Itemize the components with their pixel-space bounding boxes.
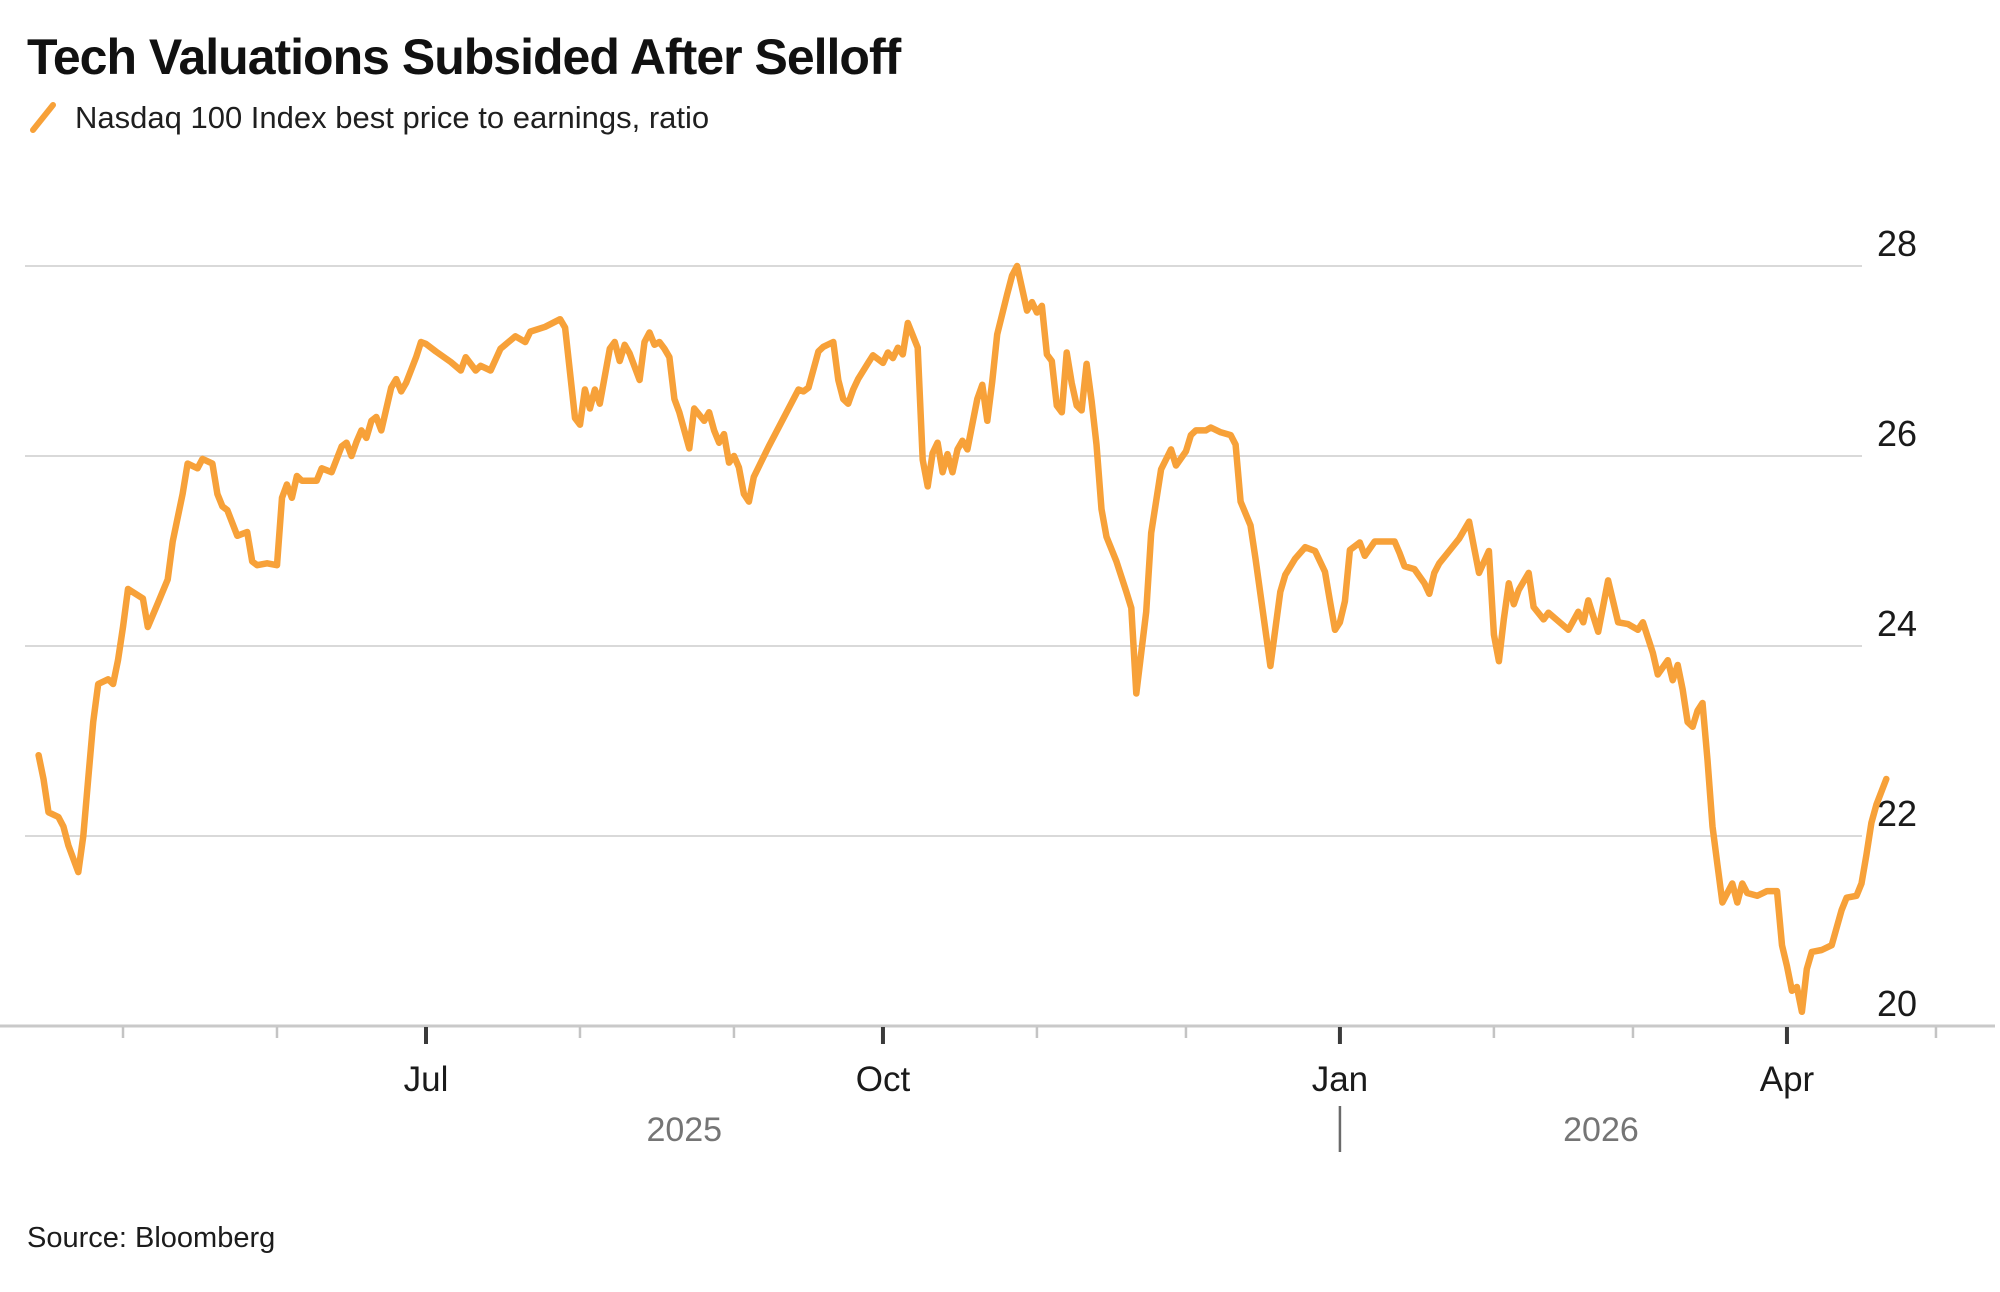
- chart-legend: Nasdaq 100 Index best price to earnings,…: [27, 100, 709, 136]
- year-label-2025: 2025: [646, 1111, 722, 1149]
- x-axis-label-jan: Jan: [1312, 1060, 1368, 1099]
- legend-slash-icon: [27, 101, 61, 135]
- y-axis-label-20: 20: [1877, 983, 1917, 1024]
- pe-ratio-series-line: [35, 262, 1890, 1016]
- y-axis-label-22: 22: [1877, 793, 1917, 834]
- y-axis-label-24: 24: [1877, 603, 1917, 644]
- x-axis-label-jul: Jul: [404, 1060, 449, 1099]
- y-axis-label-26: 26: [1877, 413, 1917, 454]
- source-attribution: Source: Bloomberg: [27, 1222, 276, 1254]
- x-axis-label-oct: Oct: [856, 1060, 911, 1099]
- year-label-2026: 2026: [1563, 1111, 1639, 1149]
- chart-title: Tech Valuations Subsided After Selloff: [27, 29, 901, 85]
- legend-label: Nasdaq 100 Index best price to earnings,…: [75, 100, 710, 135]
- y-axis-label-28: 28: [1877, 223, 1917, 264]
- x-axis-label-apr: Apr: [1760, 1060, 1815, 1099]
